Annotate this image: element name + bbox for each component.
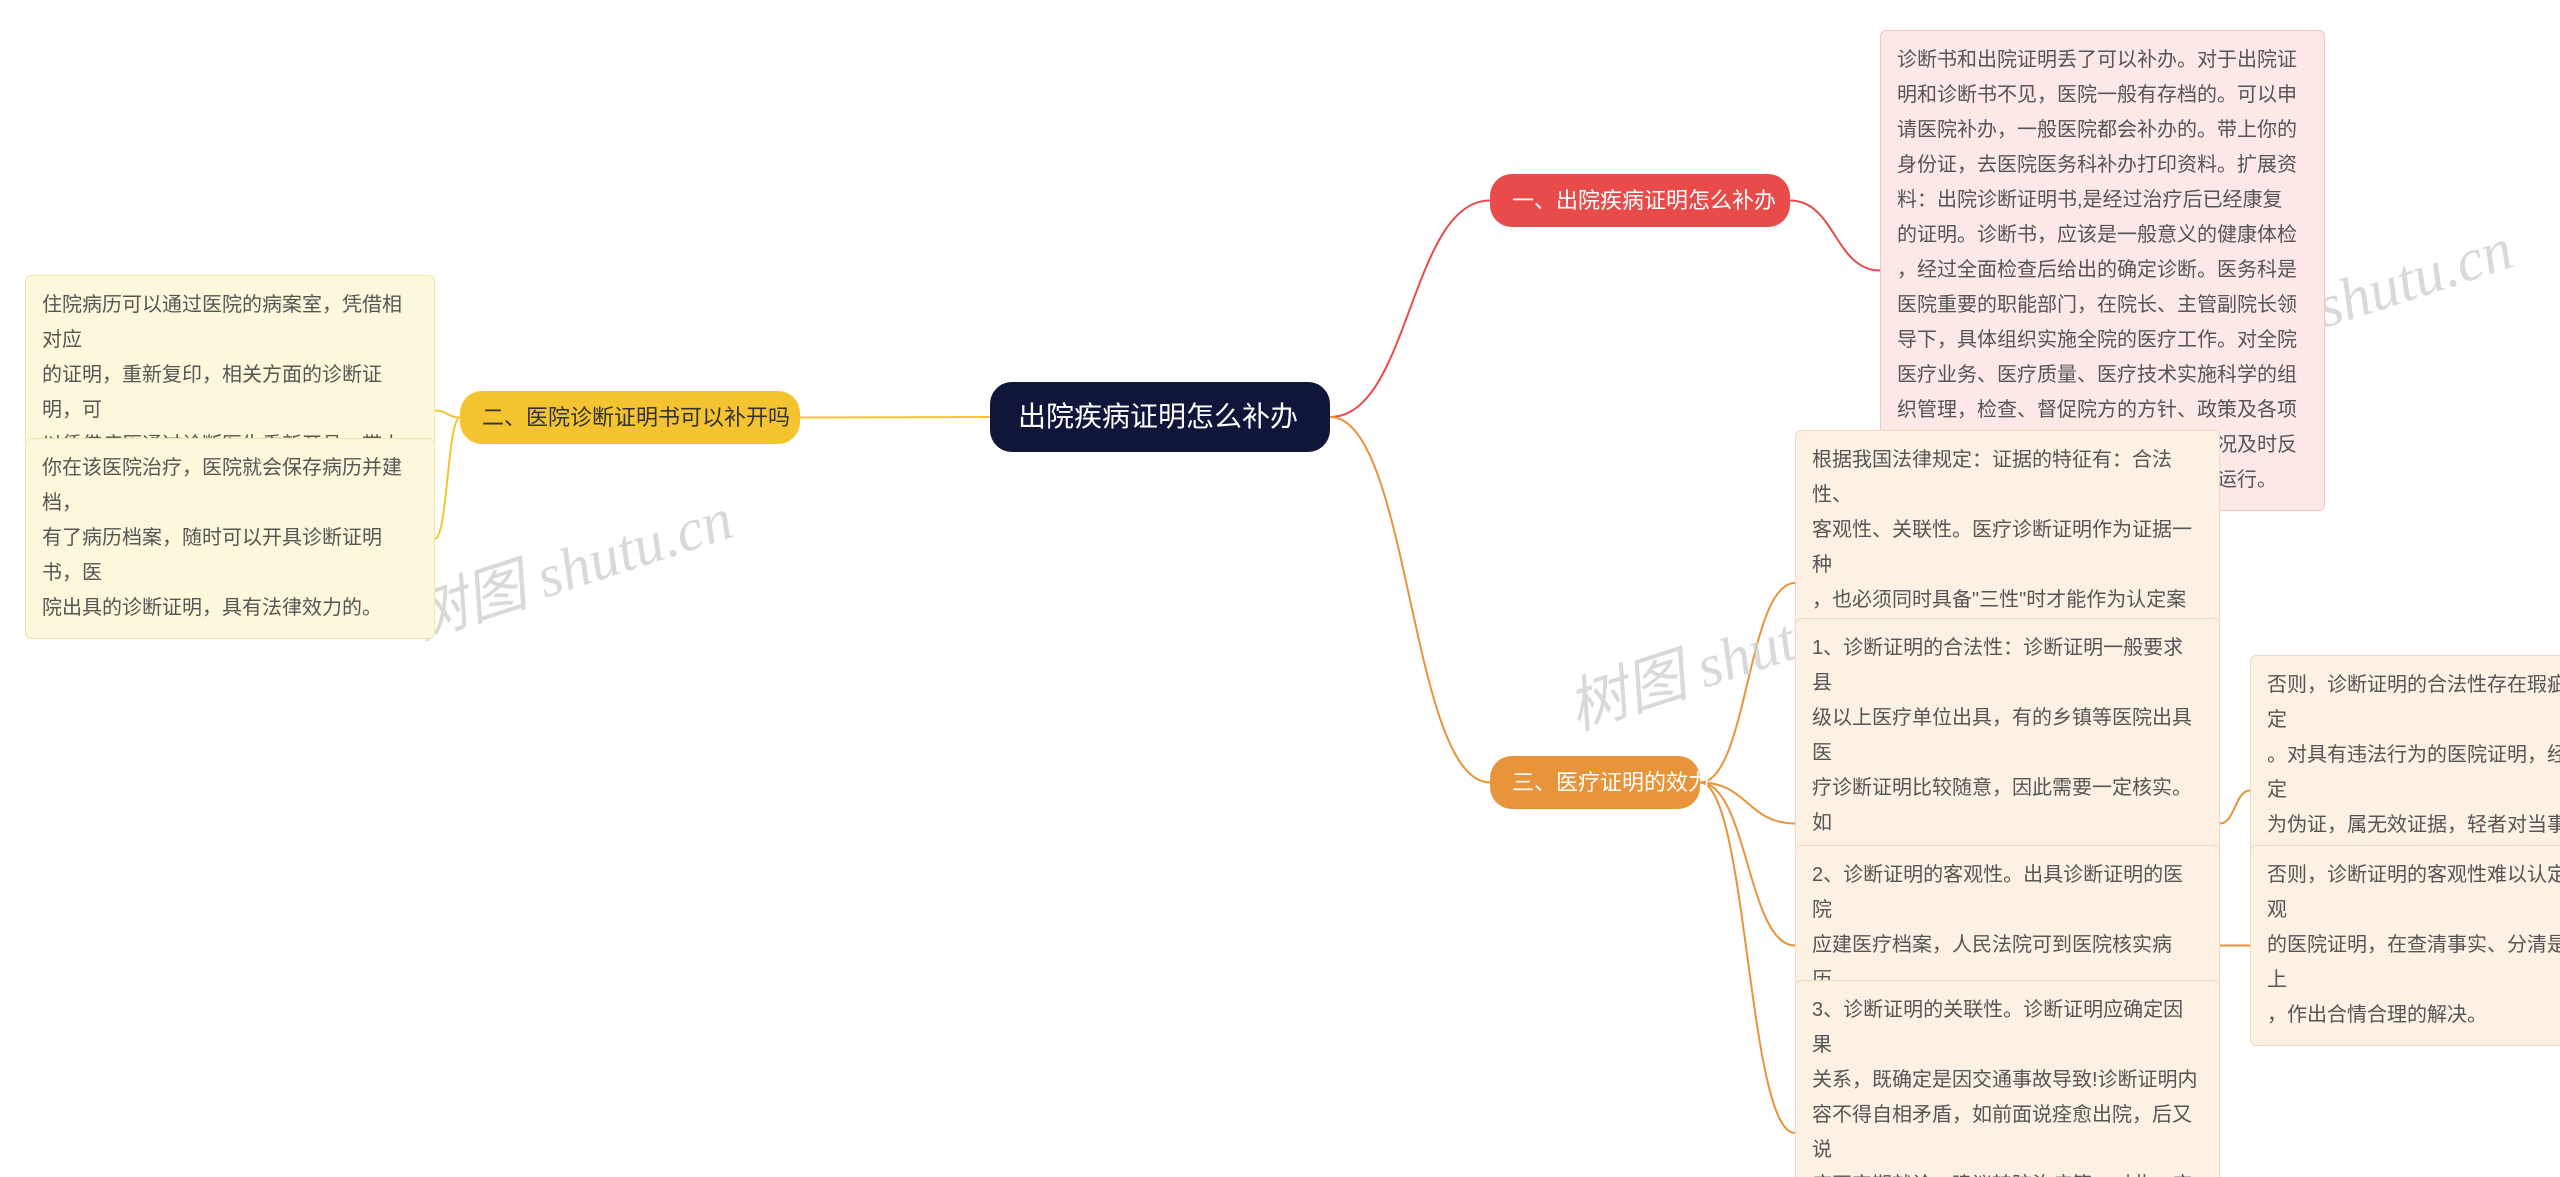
leaf-line: ，作出合情合理的解决。 xyxy=(2267,998,2560,1033)
leaf-line: 否则，诊断证明的合法性存在瑕疵，难以认定 xyxy=(2267,668,2560,738)
leaf-line: 2、诊断证明的客观性。出具诊断证明的医院 xyxy=(1812,858,2203,928)
leaf-line: 诊断书和出院证明丢了可以补办。对于出院证 xyxy=(1897,43,2308,78)
connector xyxy=(2220,791,2250,824)
leaf-line: 请医院补办，一般医院都会补办的。带上你的 xyxy=(1897,113,2308,148)
root-label: 出院疾病证明怎么补办 xyxy=(1018,401,1298,432)
branch-2-label: 二、医院诊断证明书可以补开吗 xyxy=(482,405,790,430)
connector xyxy=(1790,201,1880,271)
leaf-node[interactable]: 你在该医院治疗，医院就会保存病历并建档，有了病历档案，随时可以开具诊断证明书，医… xyxy=(25,438,435,639)
leaf-line: 身份证，去医院医务科补办打印资料。扩展资 xyxy=(1897,148,2308,183)
leaf-line: 医院重要的职能部门，在院长、主管副院长领 xyxy=(1897,288,2308,323)
leaf-line: 的医院证明，在查清事实、分清是非的基础上 xyxy=(2267,928,2560,998)
leaf-line: 织管理，检查、督促院方的方针、政策及各项 xyxy=(1897,393,2308,428)
connector xyxy=(1700,583,1795,783)
branch-3-label: 三、医疗证明的效力 xyxy=(1512,770,1710,795)
leaf-line: 级以上医疗单位出具，有的乡镇等医院出具医 xyxy=(1812,701,2203,771)
connector xyxy=(1700,783,1795,1134)
leaf-line: 。对具有违法行为的医院证明，经查实应认定 xyxy=(2267,738,2560,808)
leaf-line: 客观性、关联性。医疗诊断证明作为证据一种 xyxy=(1812,513,2203,583)
leaf-node[interactable]: 否则，诊断证明的客观性难以认定。对不客观的医院证明，在查清事实、分清是非的基础上… xyxy=(2250,845,2560,1046)
leaf-line: 关系，既确定是因交通事故导致!诊断证明内 xyxy=(1812,1063,2203,1098)
leaf-line: ，经过全面检查后给出的确定诊断。医务科是 xyxy=(1897,253,2308,288)
leaf-line: 根据我国法律规定：证据的特征有：合法性、 xyxy=(1812,443,2203,513)
leaf-line: 1、诊断证明的合法性：诊断证明一般要求县 xyxy=(1812,631,2203,701)
leaf-line: 住院病历可以通过医院的病案室，凭借相对应 xyxy=(42,288,418,358)
branch-node-1[interactable]: 一、出院疾病证明怎么补办 xyxy=(1490,174,1790,227)
leaf-line: 你在该医院治疗，医院就会保存病历并建档， xyxy=(42,451,418,521)
leaf-line: 的证明。诊断书，应该是一般意义的健康体检 xyxy=(1897,218,2308,253)
leaf-line: 应再定期就诊、建议转院治疗等。对此，应本 xyxy=(1812,1168,2203,1177)
leaf-line: 疗诊断证明比较随意，因此需要一定核实。如 xyxy=(1812,771,2203,841)
leaf-line: ，也必须同时具备"三性"时才能作为认定案 xyxy=(1812,583,2203,618)
leaf-node[interactable]: 3、诊断证明的关联性。诊断证明应确定因果关系，既确定是因交通事故导致!诊断证明内… xyxy=(1795,980,2220,1177)
branch-node-3[interactable]: 三、医疗证明的效力 xyxy=(1490,756,1700,809)
leaf-line: 否则，诊断证明的客观性难以认定。对不客观 xyxy=(2267,858,2560,928)
leaf-line: 有了病历档案，随时可以开具诊断证明书，医 xyxy=(42,521,418,591)
connector xyxy=(435,418,460,539)
leaf-line: 容不得自相矛盾，如前面说痊愈出院，后又说 xyxy=(1812,1098,2203,1168)
connector xyxy=(435,411,460,418)
leaf-line: 的证明，重新复印，相关方面的诊断证明，可 xyxy=(42,358,418,428)
watermark: 树图 shutu.cn xyxy=(395,470,742,657)
connector xyxy=(1330,417,1490,783)
root-node[interactable]: 出院疾病证明怎么补办 xyxy=(990,382,1330,452)
connector xyxy=(800,417,990,418)
leaf-line: 医疗业务、医疗质量、医疗技术实施科学的组 xyxy=(1897,358,2308,393)
leaf-line: 明和诊断书不见，医院一般有存档的。可以申 xyxy=(1897,78,2308,113)
leaf-line: 3、诊断证明的关联性。诊断证明应确定因果 xyxy=(1812,993,2203,1063)
branch-node-2[interactable]: 二、医院诊断证明书可以补开吗 xyxy=(460,391,800,444)
connector xyxy=(1330,201,1490,418)
connector xyxy=(1700,783,1795,946)
leaf-line: 导下，具体组织实施全院的医疗工作。对全院 xyxy=(1897,323,2308,358)
connector xyxy=(1700,783,1795,824)
leaf-line: 料：出院诊断证明书,是经过治疗后已经康复 xyxy=(1897,183,2308,218)
branch-1-label: 一、出院疾病证明怎么补办 xyxy=(1512,188,1776,213)
leaf-line: 院出具的诊断证明，具有法律效力的。 xyxy=(42,591,418,626)
